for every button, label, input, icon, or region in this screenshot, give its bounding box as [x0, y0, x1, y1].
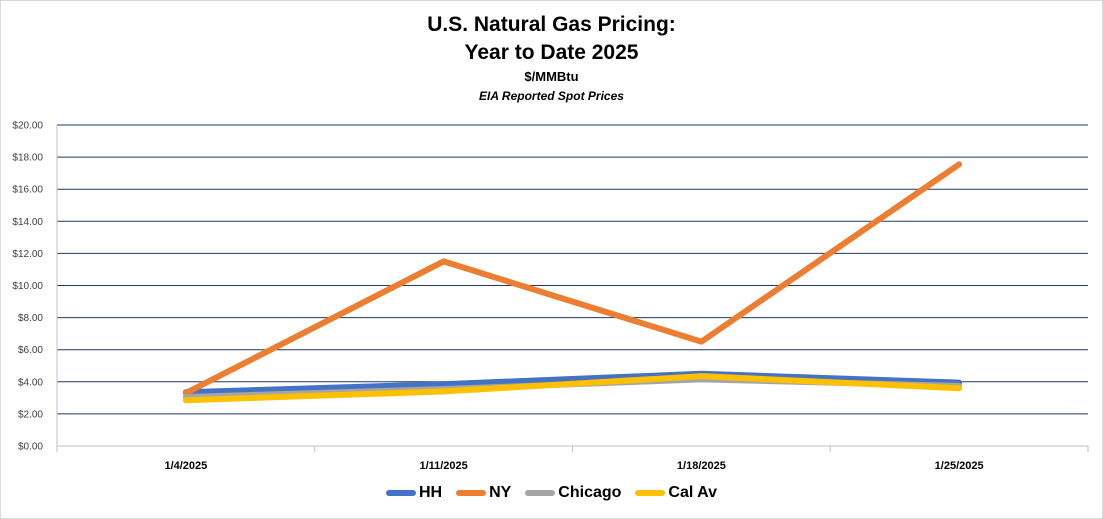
y-tick-label: $2.00 [18, 409, 43, 420]
chart-legend: HH NY Chicago Cal Av [1, 484, 1102, 502]
legend-item: HH [385, 484, 443, 502]
legend-label: Chicago [558, 484, 622, 501]
legend-label: Cal Av [668, 484, 718, 501]
chart-subtitle: $/MMBtu [524, 69, 579, 84]
y-tick-label: $6.00 [18, 345, 43, 356]
y-tick-label: $0.00 [18, 442, 43, 453]
legend-item: Chicago [525, 484, 621, 502]
legend-label: NY [489, 484, 512, 501]
series-line-hh [182, 370, 963, 396]
chart-titles: U.S. Natural Gas Pricing: Year to Date 2… [1, 11, 1102, 105]
y-tick-label: $16.00 [12, 185, 43, 196]
legend-item: Cal Av [635, 484, 717, 502]
series-line-ny [182, 161, 963, 397]
legend-swatch [385, 490, 416, 496]
y-tick-label: $8.00 [18, 313, 43, 324]
y-tick-label: $12.00 [12, 249, 43, 260]
legend-swatch [635, 490, 666, 496]
y-tick-label: $10.00 [12, 281, 43, 292]
chart-title-line2: Year to Date 2025 [464, 41, 639, 64]
y-tick-label: $14.00 [12, 217, 43, 228]
chart-subtitle2: EIA Reported Spot Prices [479, 89, 624, 103]
series-line-cal-av [182, 373, 963, 404]
legend-swatch [525, 490, 556, 496]
y-tick-label: $4.00 [18, 377, 43, 388]
legend-swatch [456, 490, 487, 496]
y-tick-label: $20.00 [12, 121, 43, 132]
legend-label: HH [418, 484, 443, 501]
legend-item: NY [456, 484, 511, 502]
chart-plot: $0.00 $2.00 $4.00 $6.00 $8.00 $10.00 $12.00 $14… [12, 121, 1089, 472]
x-tick-label: 1/18/2025 [677, 460, 726, 472]
x-tick-label: 1/4/2025 [164, 460, 207, 472]
x-tick-label: 1/11/2025 [419, 460, 467, 472]
y-tick-label: $18.00 [12, 153, 43, 164]
chart-title: U.S. Natural Gas Pricing: [427, 13, 676, 36]
x-tick-label: 1/25/2025 [935, 460, 984, 472]
